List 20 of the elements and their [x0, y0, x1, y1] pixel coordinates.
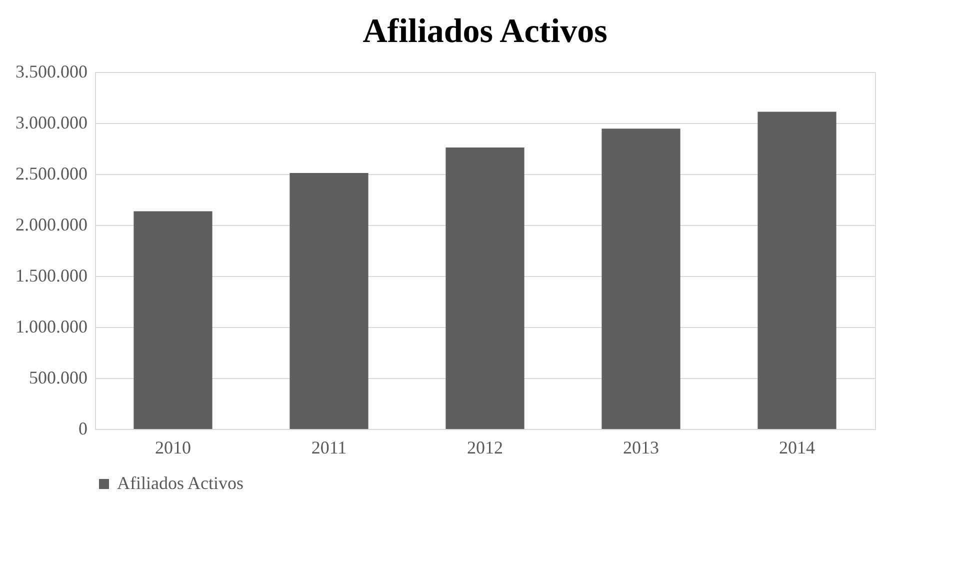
- bar: [602, 128, 680, 429]
- y-tick-label: 1.500.000: [16, 266, 88, 286]
- bar: [758, 112, 836, 429]
- x-tick-label: 2014: [779, 438, 815, 458]
- x-tick-label: 2011: [311, 438, 347, 458]
- y-tick-label: 2.500.000: [16, 164, 88, 184]
- bar: [290, 172, 368, 429]
- y-tick-label: 500.000: [29, 368, 88, 388]
- y-tick-label: 2.000.000: [16, 214, 88, 234]
- chart-title: Afiliados Activos: [362, 13, 608, 50]
- x-tick-label: 2010: [155, 438, 191, 458]
- y-tick-label: 3.000.000: [16, 112, 88, 132]
- x-tick-label: 2012: [467, 438, 503, 458]
- y-tick-label: 1.000.000: [16, 316, 88, 336]
- bar: [134, 211, 212, 429]
- y-tick-label: 0: [78, 418, 88, 438]
- y-tick-label: 3.500.000: [16, 62, 88, 82]
- x-tick-label: 2013: [623, 438, 659, 458]
- bar: [446, 147, 524, 429]
- legend-label: Afiliados Activos: [117, 473, 244, 493]
